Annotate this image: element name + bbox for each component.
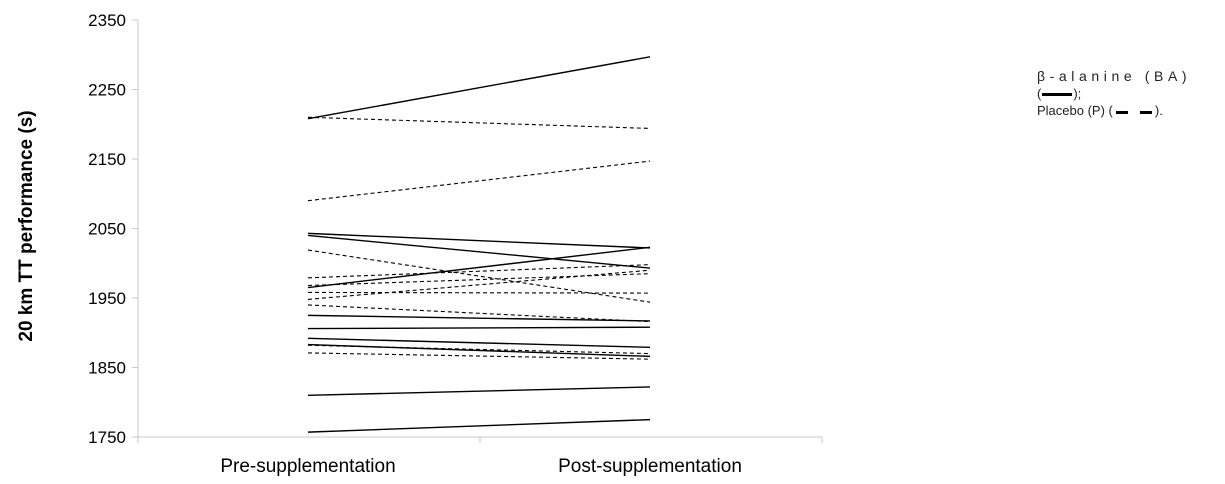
- ba-line-5: [307, 314, 651, 322]
- legend-entry-p: Placebo (P) ().: [1037, 102, 1217, 119]
- legend-p-close: ).: [1154, 103, 1163, 118]
- x-category-label-1: Pre-supplementation: [220, 456, 395, 477]
- chart-axes: [137, 20, 822, 438]
- ba-line-4: [307, 246, 651, 289]
- y-axis-title: 20 km TT performance (s): [16, 110, 37, 341]
- y-tick-label-2150: 2150: [88, 150, 126, 169]
- ba-line-9: [307, 386, 651, 396]
- placebo-line-14: [307, 264, 651, 279]
- placebo-line-19: [307, 344, 651, 355]
- placebo-line-13: [307, 249, 651, 303]
- legend-p-label: Placebo (P) (: [1037, 103, 1113, 118]
- placebo-line-16: [307, 291, 651, 294]
- legend-ba-close: );: [1073, 86, 1082, 101]
- legend-ba-label: β-alanine (BA): [1037, 68, 1192, 84]
- legend: β-alanine (BA) (); Placebo (P) ().: [1037, 68, 1217, 119]
- y-tick-label-2050: 2050: [88, 220, 126, 239]
- legend-solid-line-icon: [1042, 93, 1073, 97]
- placebo-line-20: [307, 352, 651, 360]
- series-lines: [307, 56, 651, 433]
- placebo-line-18: [307, 304, 651, 323]
- y-tick-label-1850: 1850: [88, 359, 126, 378]
- y-tick-label-1950: 1950: [88, 289, 126, 308]
- legend-dashed-line-icon: [1115, 109, 1152, 115]
- x-category-label-2: Post-supplementation: [558, 456, 742, 477]
- ba-line-2: [307, 232, 651, 249]
- legend-ba-open: (: [1037, 86, 1042, 101]
- legend-entry-ba: β-alanine (BA) ();: [1037, 68, 1217, 102]
- ba-line-1: [307, 56, 651, 120]
- y-tick-label-2250: 2250: [88, 81, 126, 100]
- ba-line-7: [307, 337, 651, 349]
- ba-line-6: [307, 326, 651, 330]
- placebo-line-11: [307, 116, 651, 129]
- x-axis-ticks: Pre-supplementation Post-supplementation: [137, 437, 823, 477]
- ba-line-10: [307, 418, 651, 433]
- placebo-line-15: [307, 273, 651, 287]
- ba-line-3: [307, 234, 651, 269]
- placebo-line-17: [307, 269, 651, 300]
- placebo-line-12: [307, 160, 651, 202]
- y-tick-label-2350: 2350: [88, 11, 126, 30]
- y-tick-label-1750: 1750: [88, 428, 126, 447]
- y-axis-ticks: 1750 1850 1950 2050 2150 2250 2350: [88, 11, 138, 447]
